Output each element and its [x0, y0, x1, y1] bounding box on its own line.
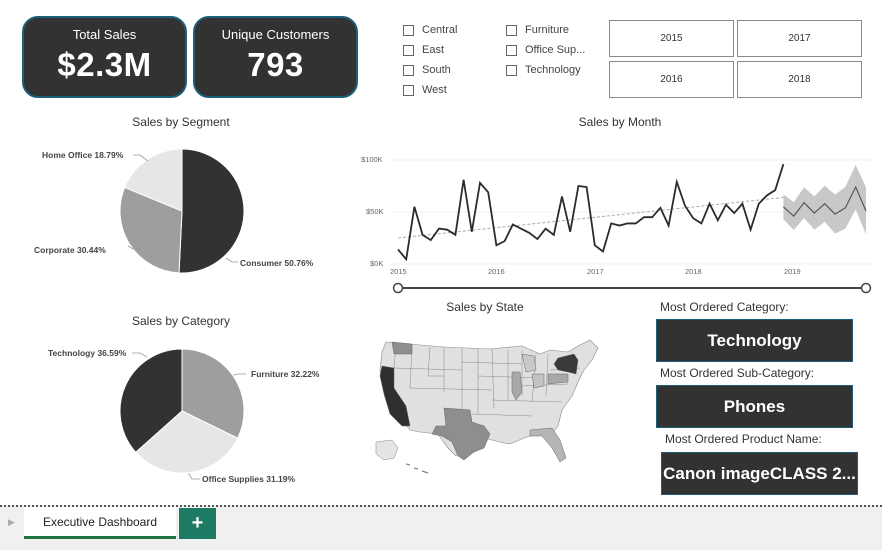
- state-florida: [529, 427, 567, 463]
- pie-slice-technology[interactable]: [119, 348, 183, 453]
- region-slicer: Central East South West: [403, 20, 457, 100]
- state-illinois: [511, 371, 523, 401]
- region-option-west[interactable]: West: [403, 80, 457, 100]
- unique-customers-card: Unique Customers 793: [193, 16, 358, 98]
- state-hawaii: [405, 463, 429, 474]
- year-button-2016[interactable]: 2016: [609, 61, 734, 98]
- unique-customers-label: Unique Customers: [221, 27, 330, 42]
- date-range-slider-start-handle[interactable]: [392, 282, 404, 294]
- category-option-office-supplies[interactable]: Office Sup...: [506, 40, 585, 60]
- checkbox[interactable]: [403, 24, 414, 36]
- total-sales-label: Total Sales: [72, 27, 137, 42]
- total-sales-value: $2.3M: [57, 46, 152, 83]
- category-label-office-supplies: Office Supplies 31.19%: [202, 474, 296, 484]
- category-label-furniture: Furniture 32.22%: [251, 369, 320, 379]
- checkbox[interactable]: [506, 44, 517, 56]
- category-label-technology: Technology 36.59%: [48, 348, 127, 358]
- region-option-east[interactable]: East: [403, 40, 457, 60]
- segment-pie-chart[interactable]: [110, 139, 255, 284]
- month-chart-title: Sales by Month: [578, 115, 662, 129]
- date-range-slider-end-handle[interactable]: [860, 282, 872, 294]
- category-slicer: Furniture Office Sup... Technology: [506, 20, 585, 80]
- year-button-2018[interactable]: 2018: [737, 61, 862, 98]
- pie-slice-furniture[interactable]: [181, 348, 245, 439]
- checkbox[interactable]: [506, 24, 517, 36]
- most-ordered-category-label: Most Ordered Category:: [660, 300, 789, 314]
- tab-executive-dashboard[interactable]: Executive Dashboard: [24, 507, 176, 539]
- region-label: West: [422, 84, 447, 96]
- most-ordered-subcategory-label: Most Ordered Sub-Category:: [660, 366, 815, 380]
- state-pennsylvania: [547, 373, 569, 385]
- x-tick: 2019: [784, 267, 801, 276]
- category-label: Technology: [525, 64, 581, 76]
- category-label: Furniture: [525, 24, 570, 36]
- state-alaska: [375, 439, 399, 461]
- pie-slice-office-supplies[interactable]: [135, 410, 239, 474]
- segment-label-consumer: Consumer 50.76%: [240, 258, 314, 268]
- forecast-confidence-band: [783, 164, 866, 235]
- most-ordered-product-label: Most Ordered Product Name:: [665, 432, 822, 446]
- x-tick: 2015: [390, 267, 407, 276]
- segment-chart-title: Sales by Segment: [132, 115, 230, 129]
- us-state-map[interactable]: [372, 330, 604, 478]
- month-line-chart[interactable]: [0, 0, 882, 300]
- state-california: [379, 365, 411, 427]
- state-texas: [431, 407, 491, 461]
- state-washington: [391, 341, 413, 355]
- checkbox[interactable]: [403, 64, 414, 76]
- region-label: Central: [422, 24, 458, 36]
- segment-label-corporate: Corporate 30.44%: [34, 245, 106, 255]
- state-borders: [393, 343, 581, 430]
- category-pie-chart[interactable]: [110, 339, 255, 484]
- x-tick: 2016: [488, 267, 505, 276]
- total-sales-card: Total Sales $2.3M: [22, 16, 187, 98]
- pie-slice-corporate[interactable]: [119, 186, 183, 274]
- checkbox[interactable]: [506, 64, 517, 76]
- region-option-south[interactable]: South: [403, 60, 457, 80]
- x-tick: 2017: [587, 267, 604, 276]
- add-page-button[interactable]: +: [179, 508, 216, 539]
- sales-line-series[interactable]: [397, 163, 785, 262]
- state-new-york: [553, 353, 579, 375]
- region-label: South: [422, 64, 451, 76]
- checkbox[interactable]: [403, 84, 414, 96]
- y-tick: $0K: [370, 259, 384, 268]
- state-ohio: [531, 373, 545, 389]
- region-option-central[interactable]: Central: [403, 20, 457, 40]
- segment-label-home-office: Home Office 18.79%: [42, 150, 124, 160]
- state-michigan: [521, 353, 537, 373]
- year-button-2015[interactable]: 2015: [609, 20, 734, 57]
- year-button-2017[interactable]: 2017: [737, 20, 862, 57]
- most-ordered-product-value: Canon imageCLASS 2...: [661, 452, 858, 495]
- y-tick: $100K: [361, 155, 383, 164]
- x-tick: 2018: [685, 267, 702, 276]
- tab-scroll-left-icon[interactable]: ▶: [8, 517, 15, 527]
- category-option-technology[interactable]: Technology: [506, 60, 585, 80]
- most-ordered-category-value: Technology: [656, 319, 853, 362]
- unique-customers-value: 793: [247, 46, 304, 83]
- state-map-title: Sales by State: [446, 300, 524, 314]
- y-tick: $50K: [366, 207, 384, 216]
- pie-slice-consumer[interactable]: [178, 148, 245, 274]
- category-chart-title: Sales by Category: [131, 314, 231, 328]
- checkbox[interactable]: [403, 44, 414, 56]
- most-ordered-subcategory-value: Phones: [656, 385, 853, 428]
- trend-line: [397, 196, 784, 239]
- region-label: East: [422, 44, 445, 56]
- category-label: Office Sup...: [525, 44, 586, 56]
- forecast-line: [782, 185, 867, 218]
- category-option-furniture[interactable]: Furniture: [506, 20, 585, 40]
